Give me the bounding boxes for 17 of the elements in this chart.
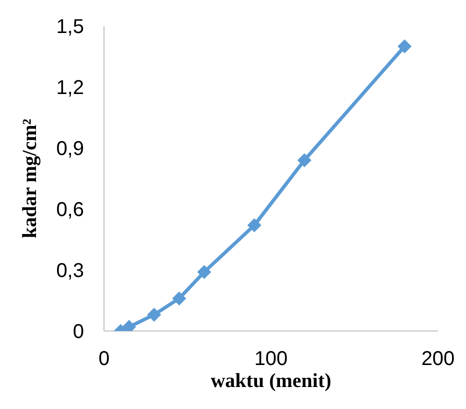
point: [297, 153, 312, 168]
x-axis-title: waktu (menit): [210, 370, 332, 392]
x-tick-label: 0: [98, 348, 110, 370]
y-tick-label: 0: [72, 321, 84, 344]
y-tick-label: 1,5: [56, 16, 84, 38]
y-axis-title: kadar mg/cm²: [19, 118, 41, 238]
point: [398, 39, 412, 54]
point: [172, 291, 186, 306]
x-tick-label: 100: [254, 348, 288, 370]
point: [147, 308, 162, 322]
y-tick-label: 0,6: [56, 199, 84, 222]
x-tick-label: 200: [421, 348, 455, 370]
point: [197, 265, 212, 280]
y-tick-label: 0,9: [56, 138, 84, 160]
y-tick-label: 0,3: [56, 260, 84, 282]
y-tick-label: 1,2: [56, 77, 84, 100]
point: [247, 218, 262, 232]
